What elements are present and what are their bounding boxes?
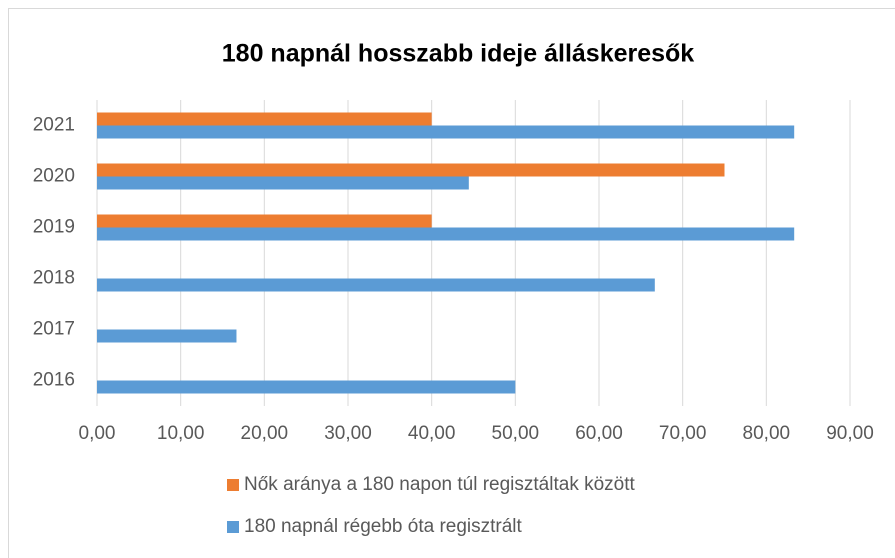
bar: [97, 176, 469, 190]
y-tick-label: 2017: [33, 319, 75, 340]
bar: [97, 227, 795, 241]
y-tick-label: 2020: [33, 166, 75, 187]
bar: [97, 112, 432, 126]
x-tick-label: 10,00: [157, 423, 205, 444]
x-tick-label: 70,00: [659, 423, 707, 444]
x-tick-label: 60,00: [575, 423, 623, 444]
bar: [97, 125, 795, 139]
chart-title: 180 napnál hosszabb ideje álláskeresők: [222, 40, 695, 68]
y-tick-label: 2021: [33, 115, 75, 136]
y-tick-label: 2016: [33, 370, 75, 391]
legend-label: Nők aránya a 180 napon túl regisztáltak …: [244, 474, 636, 495]
bar: [97, 380, 516, 394]
bar: [97, 163, 725, 177]
legend-label: 180 napnál régebb óta regisztrált: [244, 516, 523, 537]
x-tick-label: 80,00: [743, 423, 791, 444]
x-tick-label: 50,00: [492, 423, 540, 444]
y-tick-label: 2018: [33, 268, 75, 289]
legend-swatch: [227, 479, 239, 491]
x-tick-label: 0,00: [79, 423, 116, 444]
legend-swatch: [227, 521, 239, 533]
bar: [97, 329, 237, 343]
bar: [97, 278, 655, 292]
x-tick-label: 90,00: [826, 423, 874, 444]
y-tick-label: 2019: [33, 217, 75, 238]
x-tick-label: 40,00: [408, 423, 456, 444]
x-tick-label: 30,00: [324, 423, 372, 444]
bar: [97, 214, 432, 228]
x-tick-label: 20,00: [241, 423, 289, 444]
